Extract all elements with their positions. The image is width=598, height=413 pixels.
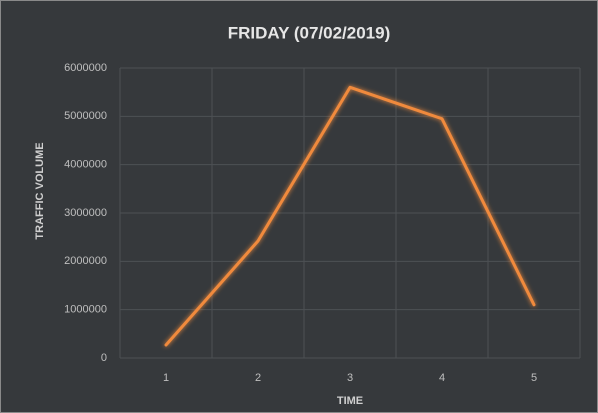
y-axis-title: TRAFFIC VOLUME — [34, 142, 46, 239]
chart-title: FRIDAY (07/02/2019) — [228, 23, 391, 42]
x-tick-label: 3 — [347, 372, 353, 384]
y-tick-label: 2000000 — [64, 255, 107, 267]
y-tick-label: 6000000 — [64, 62, 107, 74]
y-tick-label: 5000000 — [64, 110, 107, 122]
y-tick-label: 3000000 — [64, 207, 107, 219]
x-tick-label: 1 — [163, 372, 169, 384]
y-tick-label: 1000000 — [64, 304, 107, 316]
x-tick-label: 4 — [439, 372, 445, 384]
x-axis-title: TIME — [337, 395, 363, 407]
line-series — [164, 85, 536, 347]
y-tick-label: 0 — [101, 352, 107, 364]
y-tick-label: 4000000 — [64, 159, 107, 171]
x-tick-label: 5 — [531, 372, 537, 384]
x-tick-label: 2 — [255, 372, 261, 384]
